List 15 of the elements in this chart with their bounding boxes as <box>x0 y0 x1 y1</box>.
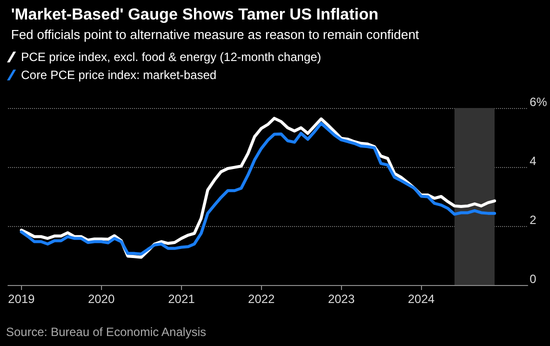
x-tick-label: 2020 <box>88 292 115 306</box>
y-tick-label: 2 <box>530 213 537 227</box>
legend-label: Core PCE price index: market-based <box>21 68 216 82</box>
x-tick-label: 2022 <box>248 292 276 306</box>
y-tick-label: 4 <box>530 154 537 168</box>
legend-label: PCE price index, excl. food & energy (12-month change) <box>21 50 322 64</box>
chart-subtitle: Fed officials point to alternative measure as reason to remain confident <box>11 27 420 42</box>
chart-title: 'Market-Based' Gauge Shows Tamer US Inflation <box>11 6 378 24</box>
x-tick-label: 2023 <box>328 292 355 306</box>
x-tick-label: 2021 <box>168 292 196 306</box>
y-tick-label: 0 <box>530 272 537 286</box>
y-tick-label: 6% <box>530 95 548 109</box>
source-note: Source: Bureau of Economic Analysis <box>6 325 206 339</box>
x-tick-label: 2019 <box>8 292 36 306</box>
x-tick-label: 2024 <box>408 292 435 306</box>
